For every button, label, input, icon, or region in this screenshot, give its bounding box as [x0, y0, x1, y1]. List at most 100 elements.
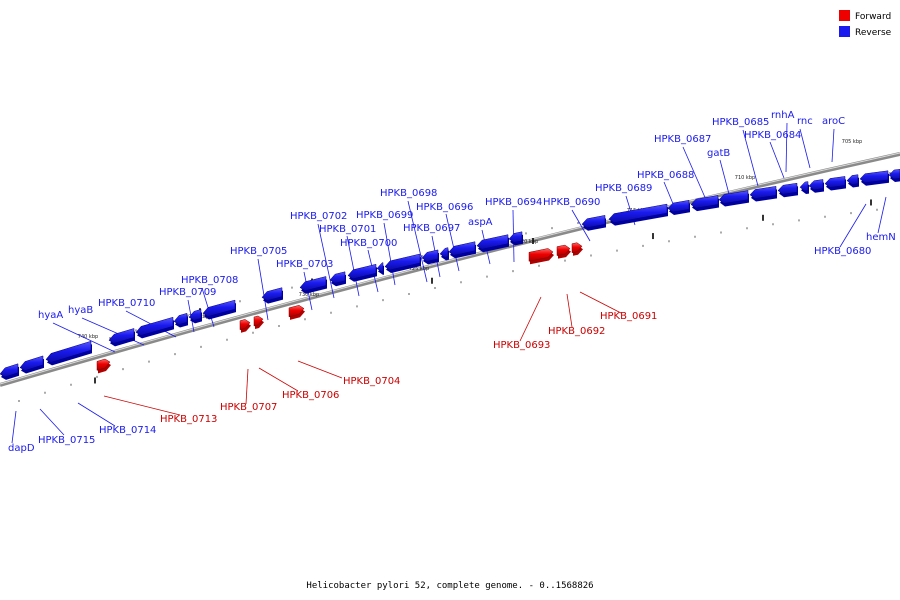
- leader-line: [839, 203, 867, 248]
- forward-gene: [528, 248, 554, 262]
- leader-line: [769, 141, 785, 179]
- reverse-gene-label: HPKB_0689: [595, 183, 652, 194]
- gene-glyphs: [0, 169, 900, 380]
- reverse-gene-label: HPKB_0697: [403, 223, 460, 234]
- reverse-gene: [45, 340, 92, 363]
- forward-gene-label: HPKB_0693: [493, 340, 550, 351]
- reverse-gene: [718, 190, 749, 204]
- reverse-gene: [690, 195, 719, 209]
- genome-backbone: [0, 152, 900, 387]
- forward-gene: [556, 244, 571, 256]
- forward-gene-label: HPKB_0704: [343, 376, 400, 387]
- leader-line: [785, 122, 788, 173]
- reverse-gene-label: HPKB_0700: [340, 238, 397, 249]
- leader-line: [566, 293, 573, 328]
- leader-line: [11, 410, 17, 444]
- reverse-gene: [859, 170, 889, 184]
- leader-line: [103, 395, 181, 416]
- reverse-gene: [0, 363, 19, 378]
- reverse-gene: [476, 234, 509, 250]
- reverse-gene-label: dapD: [8, 443, 35, 454]
- reverse-gene-label: hyaB: [68, 305, 93, 316]
- reverse-gene: [384, 253, 421, 271]
- forward-gene: [571, 242, 583, 253]
- reverse-gene: [448, 241, 476, 256]
- reverse-gene: [799, 181, 809, 192]
- leader-line: [39, 408, 65, 436]
- leader-line: [719, 159, 730, 195]
- reverse-gene-label: HPKB_0684: [744, 130, 801, 141]
- reverse-gene: [173, 312, 188, 325]
- forward-gene: [288, 305, 305, 318]
- reverse-gene: [581, 215, 606, 229]
- leader-line: [407, 200, 428, 283]
- leader-line: [742, 129, 759, 187]
- reverse-gene-label: HPKB_0685: [712, 117, 769, 128]
- reverse-gene: [19, 355, 44, 371]
- reverse-gene: [421, 249, 439, 262]
- reverse-gene: [508, 231, 523, 243]
- reverse-gene-label: HPKB_0714: [99, 425, 156, 436]
- genome-caption: Helicobacter pylori 52, complete genome.…: [306, 581, 593, 591]
- reverse-gene: [108, 328, 135, 344]
- reverse-gene: [888, 169, 900, 180]
- forward-gene-label: HPKB_0691: [600, 311, 657, 322]
- reverse-gene-label: hemN: [866, 232, 896, 243]
- forward-gene-label: HPKB_0707: [220, 402, 277, 413]
- forward-gene: [96, 358, 111, 371]
- leader-line: [571, 209, 591, 242]
- reverse-gene-label: HPKB_0715: [38, 435, 95, 446]
- reverse-gene-label: rnhA: [771, 110, 795, 121]
- leader-line: [258, 367, 299, 392]
- reverse-gene: [299, 276, 327, 292]
- legend-reverse-label: Reverse: [855, 28, 892, 38]
- scale-tick-label: 725 kbp: [409, 266, 429, 272]
- leader-line: [445, 213, 460, 272]
- reverse-gene: [202, 299, 236, 317]
- scale-tick-label: 705 kbp: [842, 139, 862, 145]
- forward-gene: [239, 319, 251, 331]
- reverse-gene: [846, 174, 859, 185]
- reverse-gene-label: HPKB_0694: [485, 197, 542, 208]
- label-leaders: [11, 122, 887, 444]
- scale-tick-label: 740 kbp: [78, 334, 98, 340]
- leader-line: [519, 296, 542, 342]
- reverse-gene: [808, 179, 824, 191]
- leader-line: [317, 223, 335, 299]
- reverse-gene-label: HPKB_0690: [543, 197, 600, 208]
- reverse-gene-label: aspA: [468, 217, 493, 228]
- leader-line: [579, 291, 622, 314]
- leader-line: [52, 322, 116, 353]
- reverse-gene: [188, 309, 202, 321]
- leader-line: [877, 196, 887, 234]
- leader-line: [346, 235, 360, 297]
- reverse-gene: [824, 176, 846, 188]
- reverse-gene: [777, 182, 798, 195]
- reverse-gene-label: HPKB_0696: [416, 202, 473, 213]
- reverse-gene: [667, 199, 690, 213]
- legend: Forward Reverse: [839, 10, 892, 38]
- reverse-gene-label: HPKB_0701: [319, 224, 376, 235]
- reverse-gene-label: gatB: [707, 148, 730, 159]
- leader-line: [799, 128, 811, 169]
- scale-tick-label: 720 kbp: [518, 239, 538, 245]
- reverse-gene-label: HPKB_0708: [181, 275, 238, 286]
- reverse-gene: [376, 262, 384, 273]
- leader-line: [245, 368, 249, 405]
- reverse-gene-label: HPKB_0705: [230, 246, 287, 257]
- genome-backbone-highlight: [0, 152, 900, 385]
- forward-gene: [253, 315, 264, 327]
- reverse-gene: [439, 247, 449, 258]
- legend-reverse-swatch: [839, 26, 850, 37]
- reverse-gene: [135, 316, 174, 336]
- leader-line: [77, 402, 116, 427]
- leader-line: [383, 222, 396, 286]
- reverse-gene: [329, 271, 346, 284]
- leader-line: [682, 146, 708, 203]
- reverse-gene-label: HPKB_0703: [276, 259, 333, 270]
- reverse-gene-label: HPKB_0698: [380, 188, 437, 199]
- leader-line: [257, 258, 269, 321]
